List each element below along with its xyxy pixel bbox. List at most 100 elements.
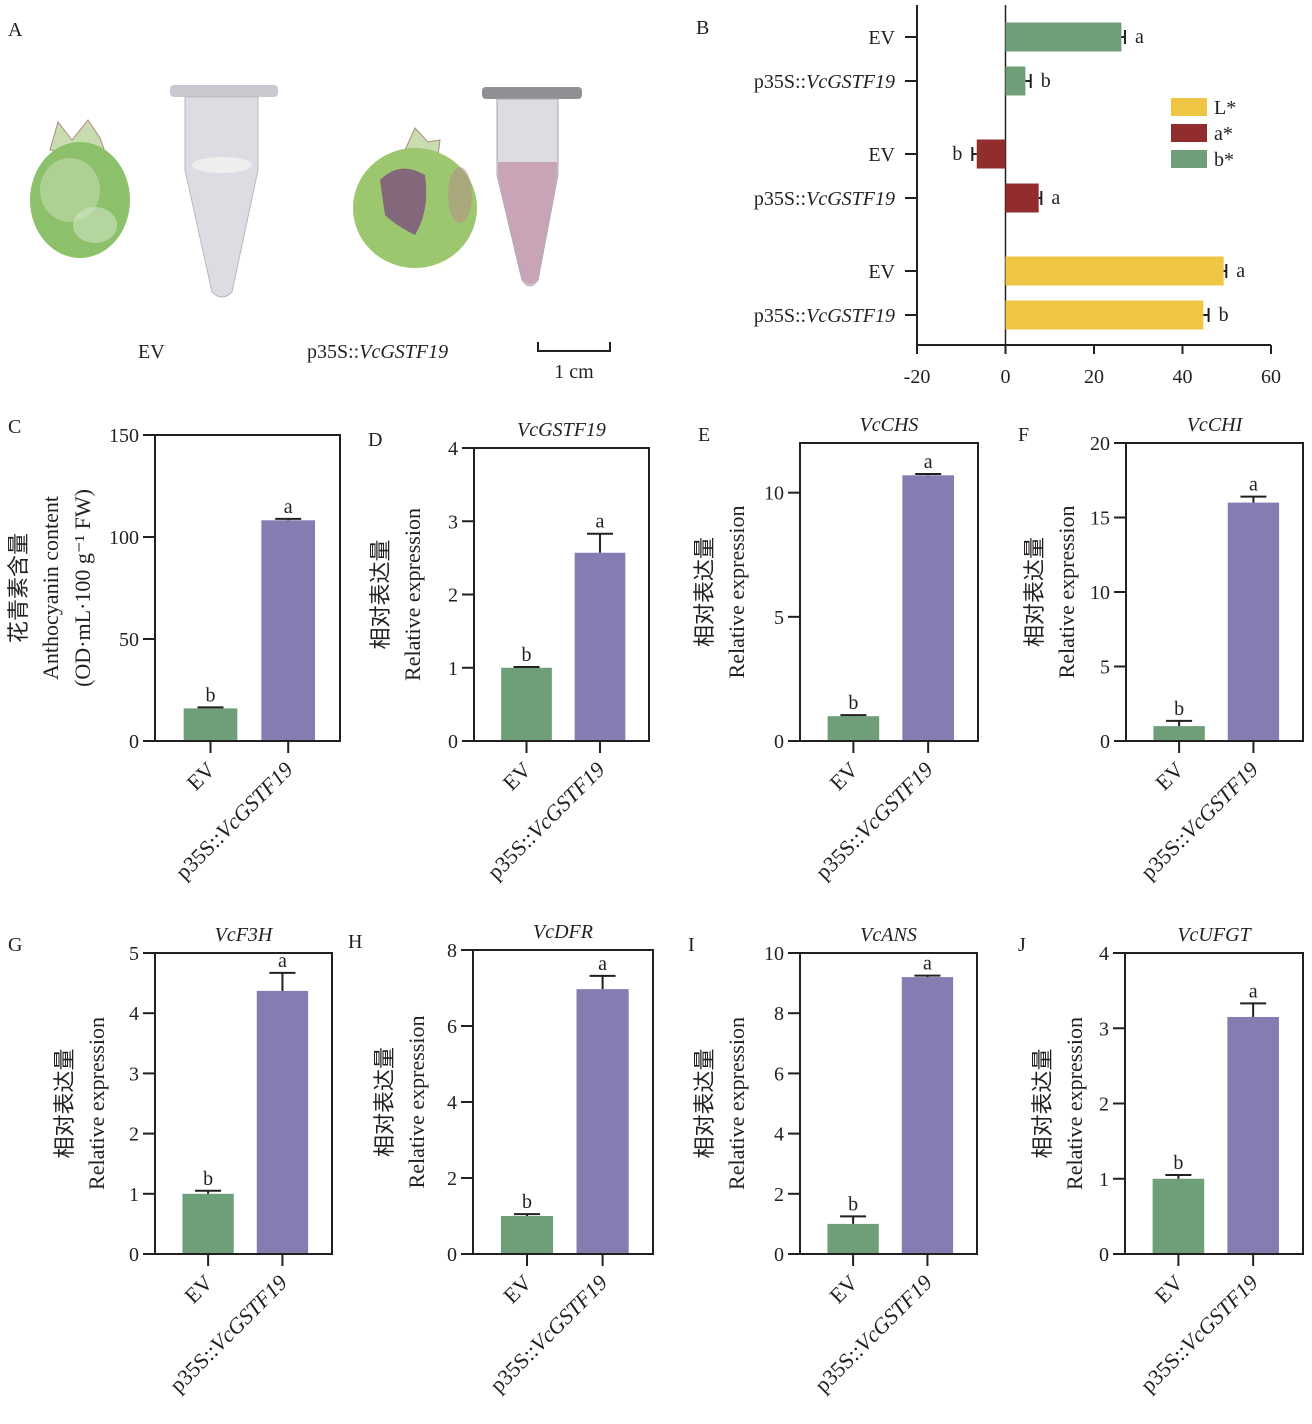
y-tick-label: 4 (774, 1124, 784, 1146)
plot-frame (799, 952, 978, 1255)
x-tick-label: -20 (904, 366, 931, 388)
y-tick-label: 3 (1099, 1018, 1109, 1040)
vcans-expression-chart: I VcANS 0 2 4 6 8 10 相对表达量 Relative expression b EV… (688, 924, 978, 1397)
bar-ev (182, 1193, 234, 1253)
p35s-tube-image (482, 87, 582, 287)
legend-swatch-a (1171, 124, 1207, 142)
y-tick-label: 3 (448, 511, 458, 533)
y-axis-label: Relative expression (404, 1016, 429, 1189)
panel-label-j: J (1018, 934, 1026, 956)
panel-d-chart: D VcGSTF19 0 1 2 3 4 相对表达量 Relative expression b E… (360, 400, 690, 905)
y-tick-label: 5 (129, 943, 139, 965)
y-tick-label: 2 (1099, 1094, 1109, 1116)
significance-label: a (1236, 260, 1245, 282)
x-tick-label: 0 (1001, 366, 1011, 388)
y-tick-label: 5 (774, 607, 784, 629)
bar-p35s-vcgstf19 (576, 989, 629, 1253)
legend-label: b* (1214, 149, 1234, 171)
chart-title: VcANS (860, 924, 917, 946)
x-tick-label: EV (182, 757, 220, 795)
significance-label: a (278, 950, 287, 972)
y-tick-label: 1 (448, 658, 458, 680)
y-axis-label: Relative expression (84, 1017, 109, 1190)
y-tick-label: 8 (447, 940, 457, 962)
plot-frame (799, 442, 979, 742)
x-tick-label: EV (824, 1270, 862, 1308)
anthocyanin-chart: C 0 50 100 150 花青素含量 Anthocyanin content (OD·mL… (6, 416, 341, 884)
y-tick-label: 0 (1099, 1244, 1109, 1266)
y-axis-label-chinese: 相对表达量 (368, 539, 393, 649)
significance-label: b (1173, 1152, 1183, 1174)
panel-label-c: C (8, 416, 21, 438)
panel-label-d: D (368, 429, 382, 451)
panel-j-chart: J VcUFGT 0 1 2 3 4 相对表达量 Relative expression b EV a… (1010, 915, 1312, 1424)
panel-label-e: E (698, 424, 710, 446)
x-tick-label: EV (1150, 757, 1188, 795)
ev-fruit-image (30, 119, 130, 258)
y-axis-label: Relative expression (724, 1017, 749, 1190)
y-tick-label: 2 (447, 1168, 457, 1190)
significance-label: a (598, 953, 607, 975)
y-axis-label: Relative expression (724, 506, 749, 679)
scale-bar-label: 1 cm (554, 361, 594, 383)
y-tick-label: p35S::VcGSTF19 (754, 305, 895, 327)
legend-swatch-l (1171, 98, 1207, 116)
chart-title: VcCHI (1187, 414, 1244, 436)
y-tick-label: 100 (109, 527, 139, 549)
bar-ev (500, 1216, 554, 1253)
significance-label: a (924, 451, 933, 473)
y-tick-label: 8 (774, 1003, 784, 1025)
chart-title: VcUFGT (1177, 924, 1252, 946)
ev-tube-image (170, 85, 278, 298)
significance-label: a (1135, 26, 1144, 48)
significance-label: a (596, 511, 605, 533)
y-tick-label: 1 (129, 1184, 139, 1206)
y-tick-label: p35S::VcGSTF19 (754, 71, 895, 93)
panel-f-chart: F VcCHI 0 5 10 15 20 相对表达量 Relative expression b E… (1010, 400, 1312, 905)
y-tick-label: 4 (1099, 943, 1109, 965)
y-tick-label: 5 (1100, 657, 1110, 679)
panel-i-chart: I VcANS 0 2 4 6 8 10 相对表达量 Relative expression b EV… (680, 915, 1010, 1424)
panel-b-chart: B -20 0 20 40 60 EV a p35S::VcGSTF19 b EV b p35S::Vc… (690, 0, 1312, 405)
bar-p35s-vcgstf19 (901, 977, 954, 1253)
y-tick-label: 150 (109, 425, 139, 447)
bar-b (1005, 66, 1026, 96)
y-tick-label: 0 (129, 731, 139, 753)
x-tick-label: EV (498, 757, 536, 795)
x-tick-label: EV (498, 1270, 536, 1308)
y-axis-label-chinese: 相对表达量 (52, 1048, 77, 1158)
y-tick-label: 4 (447, 1092, 457, 1114)
vcchi-expression-chart: F VcCHI 0 5 10 15 20 相对表达量 Relative expression b E… (1018, 414, 1304, 884)
x-tick-label: EV (825, 757, 863, 795)
y-axis-label: Relative expression (1054, 506, 1079, 679)
panel-label-b: B (696, 17, 709, 39)
x-tick-label: EV (179, 1270, 217, 1308)
y-tick-label: 0 (129, 1244, 139, 1266)
scale-bar: 1 cm (537, 342, 611, 383)
y-tick-label: 20 (1090, 433, 1110, 455)
x-tick-label: EV (1150, 1270, 1188, 1308)
y-axis-label-chinese: 相对表达量 (1030, 1048, 1055, 1158)
y-axis-label: Relative expression (1062, 1017, 1087, 1190)
bar-ev (827, 716, 880, 740)
plot-frame (154, 952, 333, 1255)
y-tick-label: 2 (774, 1184, 784, 1206)
y-tick-label: 0 (774, 731, 784, 753)
y-tick-label: 3 (129, 1063, 139, 1085)
panel-label-f: F (1018, 424, 1029, 446)
bar-p35s-vcgstf19 (256, 990, 309, 1253)
y-tick-label: 0 (774, 1244, 784, 1266)
chart-title: VcDFR (533, 921, 593, 943)
significance-label: a (1051, 187, 1060, 209)
bar-a (1005, 183, 1039, 213)
significance-label: b (203, 1168, 213, 1190)
chart-title: VcGSTF19 (517, 419, 606, 441)
significance-label: b (1174, 698, 1184, 720)
y-tick-label: 0 (447, 1244, 457, 1266)
panel-label-i: I (688, 934, 695, 956)
y-tick-label: 4 (129, 1003, 139, 1025)
y-tick-label: 0 (448, 731, 458, 753)
bar-p35s-vcgstf19 (1227, 502, 1280, 740)
significance-label: a (1249, 980, 1258, 1002)
